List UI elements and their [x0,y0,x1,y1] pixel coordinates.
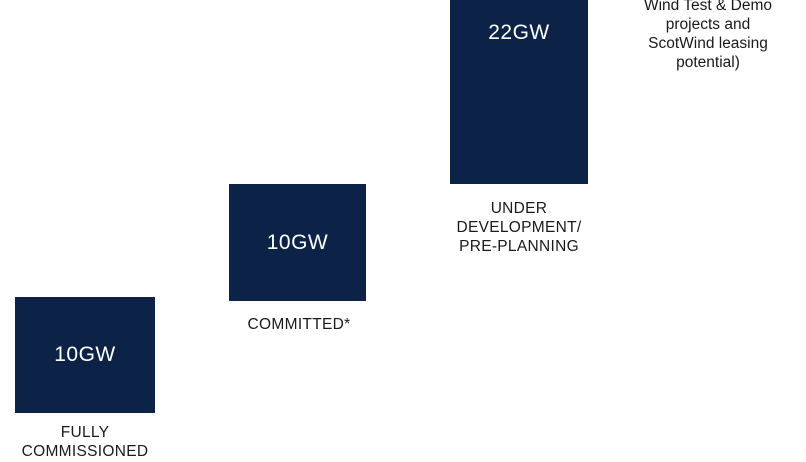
category-label-fully-commissioned: FULLY COMMISSIONED [21,424,149,460]
bar-committed: 10GW [229,184,366,301]
bar-value-label: 10GW [266,230,329,254]
bar-fully-commissioned: 10GW [15,297,155,413]
category-label-under-development: UNDER DEVELOPMENT/ PRE-PLANNING [456,200,582,255]
note-text: Wind Test & Demo projects and ScotWind l… [643,0,773,71]
bar-under-development: 22GW [450,0,588,184]
bar-value-label: 10GW [54,343,116,366]
bar-value-label: 22GW [488,21,550,44]
category-label-committed: COMMITTED* [247,316,351,333]
